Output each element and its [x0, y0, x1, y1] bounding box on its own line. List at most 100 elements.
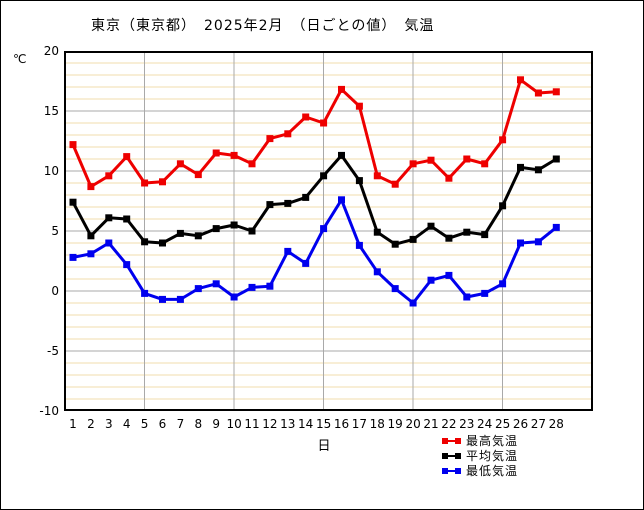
- data-point-marker: [338, 151, 345, 159]
- x-axis-title: 日: [317, 439, 331, 454]
- series-最低気温: [69, 196, 560, 307]
- x-tick-label: 20: [405, 417, 421, 431]
- data-point-marker: [123, 261, 131, 269]
- data-point-marker: [409, 160, 417, 168]
- data-point-marker: [159, 295, 166, 303]
- x-tick-label: 3: [104, 417, 113, 431]
- legend-label: 最高気温: [466, 434, 519, 448]
- data-point-marker: [499, 202, 507, 210]
- data-point-marker: [552, 223, 560, 231]
- x-tick-label: 7: [176, 417, 185, 431]
- data-point-marker: [284, 199, 292, 207]
- x-tick-label: 6: [158, 417, 167, 431]
- y-tick-label: 0: [51, 284, 59, 298]
- data-point-marker: [463, 293, 471, 301]
- legend-line-swatch: [442, 437, 461, 444]
- y-tick-label: 20: [43, 44, 59, 58]
- data-point-marker: [409, 299, 417, 307]
- data-point-marker: [105, 239, 113, 247]
- x-tick-label: 2: [87, 417, 95, 431]
- plot-border: [64, 51, 593, 411]
- data-point-marker: [355, 241, 363, 249]
- data-point-marker: [481, 289, 489, 297]
- legend-line-swatch: [442, 467, 461, 474]
- data-point-marker: [194, 285, 202, 293]
- data-point-marker: [159, 178, 166, 186]
- data-point-marker: [481, 231, 489, 239]
- data-point-marker: [176, 160, 184, 168]
- x-tick-label: 13: [280, 417, 296, 431]
- data-point-marker: [409, 235, 417, 243]
- legend-item: 最高気温: [442, 433, 518, 448]
- x-tick-label: 16: [333, 417, 350, 431]
- data-point-marker: [355, 177, 363, 185]
- data-point-marker: [230, 151, 238, 159]
- data-point-marker: [123, 153, 131, 161]
- data-point-marker: [69, 198, 77, 206]
- data-point-marker: [105, 214, 113, 222]
- data-point-marker: [320, 172, 328, 180]
- data-point-marker: [355, 102, 363, 110]
- data-point-marker: [534, 89, 542, 97]
- data-point-marker: [141, 289, 149, 297]
- x-tick-label: 5: [140, 417, 149, 431]
- x-tick-label: 21: [423, 417, 439, 431]
- data-point-marker: [373, 268, 381, 276]
- data-point-marker: [552, 155, 560, 163]
- x-tick-label: 14: [298, 417, 314, 431]
- legend-line-swatch: [442, 452, 461, 459]
- legend-label: 最低気温: [466, 464, 519, 478]
- data-point-marker: [302, 193, 310, 201]
- data-point-marker: [517, 239, 524, 247]
- data-point-marker: [373, 228, 381, 236]
- data-point-marker: [445, 271, 453, 279]
- x-tick-label: 19: [387, 417, 403, 431]
- chart-title: 東京（東京都） 2025年2月 （日ごとの値） 気温: [91, 18, 435, 34]
- data-point-marker: [194, 171, 202, 179]
- x-tick-label: 8: [194, 417, 203, 431]
- x-tick-label: 22: [441, 417, 457, 431]
- x-tick-label: 9: [212, 417, 220, 431]
- x-tick-label: 25: [494, 417, 511, 431]
- y-tick-label: -10: [39, 404, 59, 418]
- data-point-marker: [212, 280, 220, 288]
- data-point-marker: [552, 88, 560, 96]
- y-tick-label: 15: [43, 104, 59, 118]
- series-最高気温: [69, 76, 560, 191]
- data-point-marker: [141, 238, 149, 246]
- minor-gridlines: [65, 62, 592, 400]
- data-point-marker: [176, 229, 184, 237]
- data-point-marker: [445, 174, 453, 182]
- data-point-marker: [320, 119, 328, 127]
- data-point-marker: [284, 130, 292, 138]
- legend-label: 平均気温: [466, 449, 519, 463]
- data-point-marker: [481, 160, 489, 168]
- series-平均気温: [69, 151, 560, 248]
- data-point-marker: [248, 160, 256, 168]
- data-point-marker: [194, 232, 202, 240]
- data-point-marker: [159, 239, 166, 247]
- y-tick-label: 5: [51, 224, 59, 238]
- x-tick-label: 24: [477, 417, 493, 431]
- x-tick-label: 26: [512, 417, 529, 431]
- y-axis-unit-label: ℃: [13, 52, 27, 66]
- data-point-marker: [534, 166, 542, 174]
- data-point-marker: [176, 295, 184, 303]
- data-point-marker: [391, 285, 399, 293]
- data-point-marker: [517, 163, 524, 171]
- data-point-marker: [69, 253, 77, 261]
- x-tick-label: 11: [244, 417, 260, 431]
- data-point-marker: [266, 282, 274, 290]
- x-tick-label: 17: [351, 417, 368, 431]
- data-point-marker: [212, 225, 220, 233]
- data-point-marker: [463, 228, 471, 236]
- x-tick-label: 28: [548, 417, 564, 431]
- x-tick-label: 1: [69, 417, 77, 431]
- data-point-marker: [302, 259, 310, 267]
- data-point-marker: [284, 247, 292, 255]
- data-point-marker: [87, 183, 95, 191]
- x-tick-label: 15: [315, 417, 332, 431]
- x-tick-label: 27: [530, 417, 547, 431]
- x-tick-label: 12: [262, 417, 278, 431]
